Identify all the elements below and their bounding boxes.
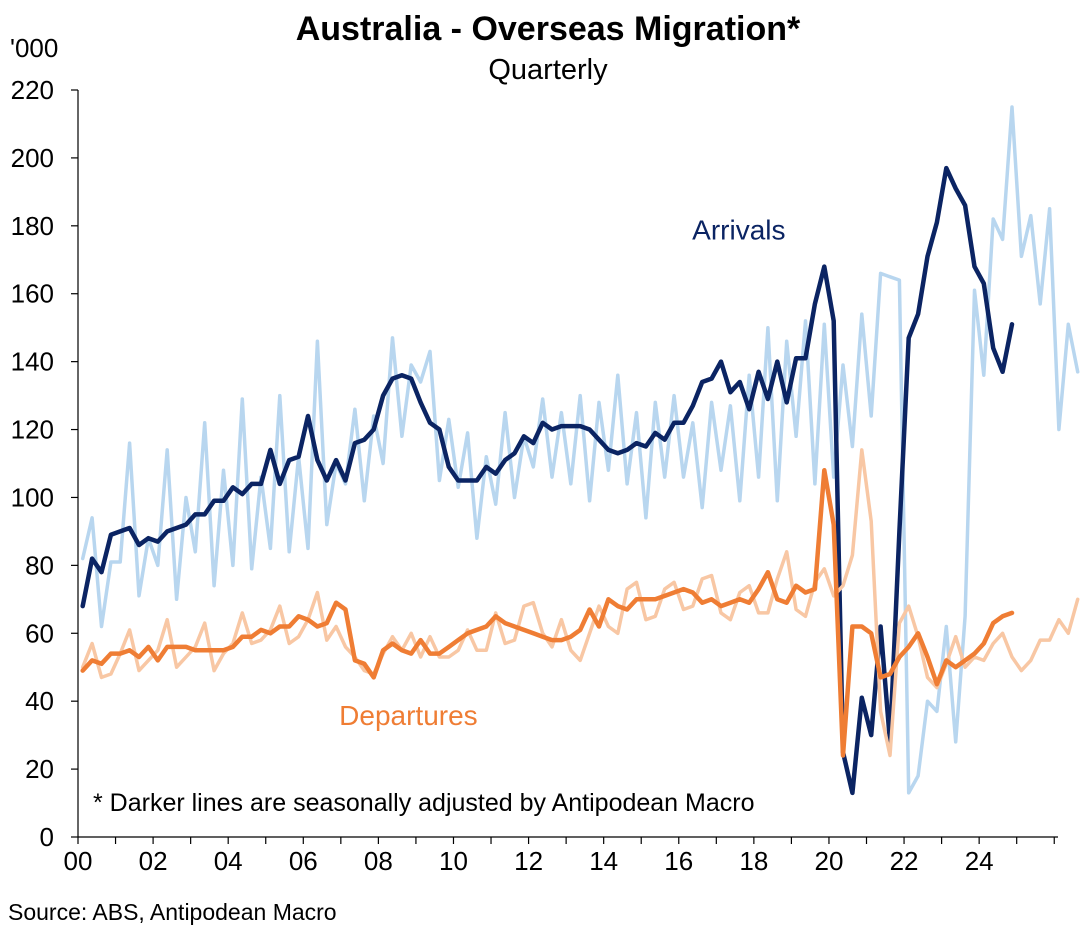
x-tick-label: 06 (289, 846, 318, 876)
y-tick-label: 80 (25, 550, 54, 580)
series-line-departures-seasonally-adjusted (80, 468, 1015, 758)
x-tick-label: 00 (64, 846, 93, 876)
x-tick-label: 16 (664, 846, 693, 876)
annotation-departures: Departures (339, 700, 478, 731)
y-tick-label: 200 (11, 143, 54, 173)
x-tick-label: 02 (139, 846, 168, 876)
x-tick-label: 12 (514, 846, 543, 876)
y-tick-label: 0 (40, 822, 54, 852)
series-line-departures-original (80, 448, 1080, 758)
x-tick-label: 22 (890, 846, 919, 876)
series-annotations: Arrivals Departures (339, 214, 785, 731)
x-tick-label: 10 (439, 846, 468, 876)
series-line-arrivals-original (80, 105, 1080, 795)
y-tick-label: 20 (25, 754, 54, 784)
y-tick-label: 40 (25, 686, 54, 716)
y-tick-label: 120 (11, 415, 54, 445)
y-tick-label: 160 (11, 279, 54, 309)
x-tick-label: 18 (739, 846, 768, 876)
y-tick-label: 220 (11, 75, 54, 105)
y-tick-label: 60 (25, 618, 54, 648)
x-tick-label: 20 (814, 846, 843, 876)
x-tick-label: 04 (214, 846, 243, 876)
x-tick-label: 24 (965, 846, 994, 876)
annotation-arrivals: Arrivals (692, 214, 785, 245)
y-axis: 0 20 40 60 80 100 120 140 160 180 200 220 (11, 75, 79, 852)
series-line-arrivals-seasonally-adjusted (80, 165, 1015, 796)
y-tick-label: 140 (11, 347, 54, 377)
y-axis-unit-label: '000 (10, 33, 58, 63)
x-axis: 00 02 04 06 08 10 12 14 16 18 20 22 24 (64, 836, 1058, 876)
plot-area (80, 105, 1080, 796)
source-note: Source: ABS, Antipodean Macro (8, 899, 337, 925)
chart-title: Australia - Overseas Migration* (296, 10, 801, 48)
chart-footnote: * Darker lines are seasonally adjusted b… (93, 789, 755, 817)
y-tick-label: 100 (11, 482, 54, 512)
x-tick-label: 08 (364, 846, 393, 876)
x-tick-label: 14 (589, 846, 618, 876)
y-tick-label: 180 (11, 211, 54, 241)
chart-subtitle: Quarterly (488, 54, 608, 86)
